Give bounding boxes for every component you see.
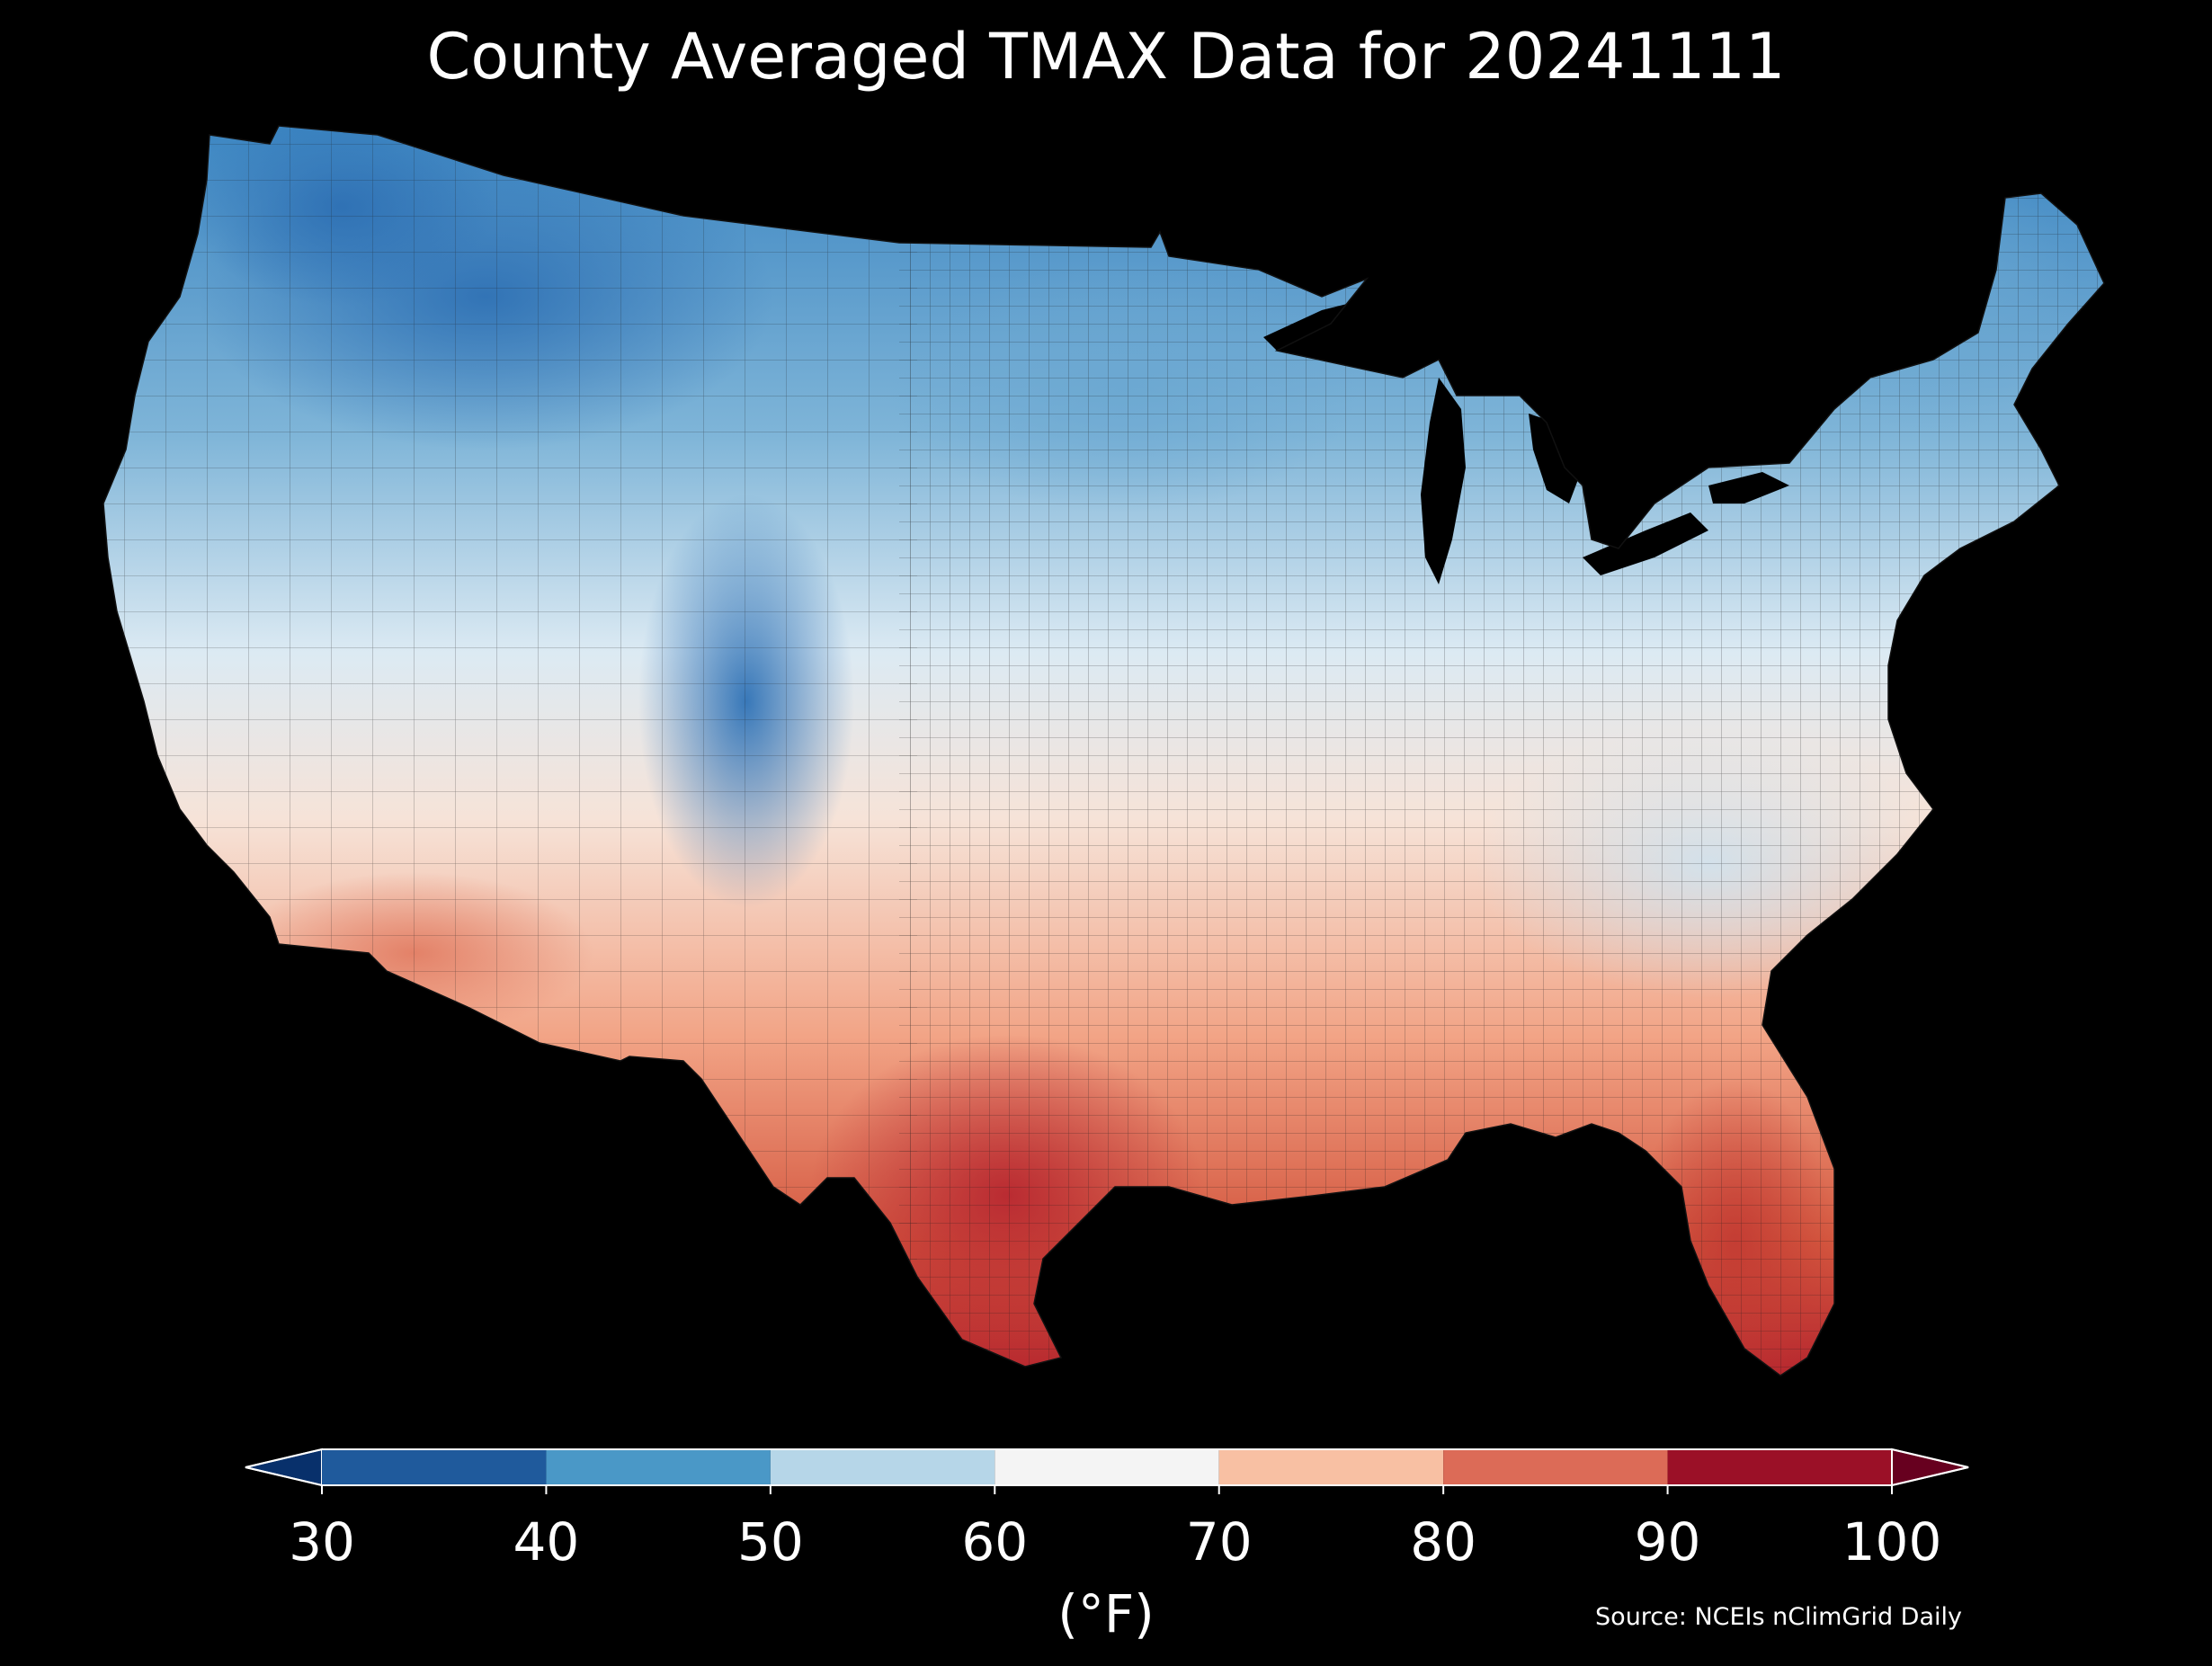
colorbar-bin-50-60 — [770, 1449, 995, 1485]
colorbar-tick-label: 90 — [1634, 1511, 1701, 1572]
colorbar-units-label: (°F) — [1057, 1583, 1155, 1644]
colorbar-bin-40-50 — [546, 1449, 771, 1485]
colorbar-tick-label: 80 — [1410, 1511, 1477, 1572]
colorbar-bin-30-40 — [322, 1449, 547, 1485]
colorbar-under-arrow — [245, 1448, 323, 1487]
colorbar-tick-label: 100 — [1842, 1511, 1942, 1572]
colorbar-tick-label: 70 — [1185, 1511, 1253, 1572]
colorbar-bin-70-80 — [1218, 1449, 1444, 1485]
map-title: County Averaged TMAX Data for 20241111 — [426, 20, 1786, 94]
source-credit: Source: NCEIs nClimGrid Daily — [1595, 1603, 1962, 1631]
colorbar-tick-label: 60 — [961, 1511, 1029, 1572]
colorbar-tick-label: 50 — [736, 1511, 804, 1572]
colorbar-tick-label: 40 — [513, 1511, 580, 1572]
colorbar-outline — [245, 1448, 1969, 1486]
colorbar-bin-80-90 — [1443, 1449, 1668, 1485]
great-lakes — [1263, 297, 1789, 584]
colorbar-bin-90-100 — [1667, 1449, 1892, 1485]
us-county-map — [103, 125, 2105, 1376]
us-outline — [103, 125, 2105, 1376]
colorbar-over-arrow — [1891, 1448, 1969, 1487]
colorbar-tick-label: 30 — [289, 1511, 355, 1572]
county-choropleth — [103, 126, 2104, 1376]
colorbar-bin-60-70 — [995, 1449, 1219, 1485]
